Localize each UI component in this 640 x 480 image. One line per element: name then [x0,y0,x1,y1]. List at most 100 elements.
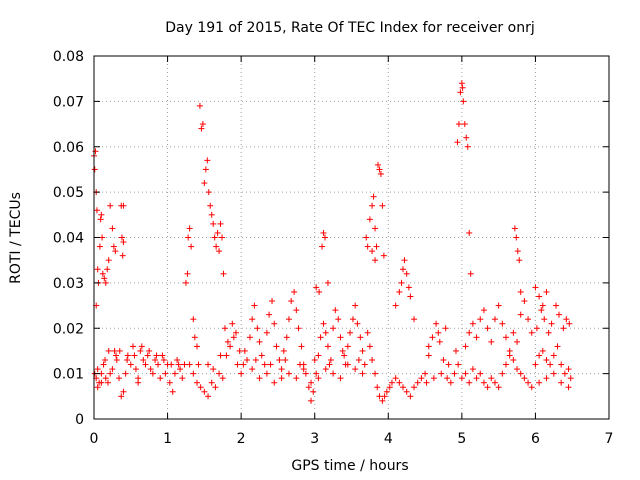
data-point [398,279,405,286]
data-point [230,334,237,341]
data-point [521,298,528,305]
data-point [153,352,160,359]
data-point [116,375,123,382]
data-point [377,170,384,177]
data-point [147,366,154,373]
data-point [220,270,227,277]
data-point [536,352,543,359]
data-point [112,248,119,255]
data-point [319,243,326,250]
data-point [422,370,429,377]
data-point [186,361,193,368]
data-point [197,384,204,391]
data-point [177,366,184,373]
data-point [236,347,243,354]
data-point [258,352,265,359]
axis-layer: 0 1 2 3 4 5 6 7 0 0.01 0.02 0.03 0.04 0.05 0.06 0.07 0.0… [53,49,614,447]
data-point [109,225,116,232]
data-point [285,370,292,377]
data-point [212,384,219,391]
x-tick-label: 7 [605,431,614,447]
data-point [369,248,376,255]
data-point [300,366,307,373]
data-point [451,370,458,377]
data-point [436,338,443,345]
data-point [433,320,440,327]
data-point [195,361,202,368]
data-point [118,234,125,241]
data-point [560,325,567,332]
data-point [162,370,169,377]
y-tick-label: 0.02 [53,321,84,337]
x-tick-label: 3 [310,431,319,447]
data-point [528,329,535,336]
data-point [330,325,337,332]
data-point [293,307,300,314]
data-point [210,220,217,227]
data-point [563,316,570,323]
data-point [99,234,106,241]
data-point [430,375,437,382]
data-point [484,384,491,391]
data-point [366,343,373,350]
data-point [565,366,572,373]
data-point [459,84,466,91]
data-point [295,325,302,332]
data-point [99,270,106,277]
data-point [539,347,546,354]
data-point [553,302,560,309]
data-point [157,375,164,382]
data-point [372,370,379,377]
data-point [285,316,292,323]
data-point [339,347,346,354]
data-point [186,225,193,232]
data-point [249,366,256,373]
y-axis-label: ROTI / TECUs [8,192,24,284]
data-point [558,361,565,368]
data-point [282,357,289,364]
data-point [181,361,188,368]
data-point [491,379,498,386]
data-point [407,293,414,300]
data-point [124,357,131,364]
data-point [216,248,223,255]
data-point [473,375,480,382]
data-point [196,102,203,109]
data-point [396,288,403,295]
data-point [495,384,502,391]
y-tick-label: 0.05 [53,185,84,201]
data-point [105,257,112,264]
data-point [541,316,548,323]
data-point [208,379,215,386]
data-point [188,243,195,250]
data-point [149,370,156,377]
data-point [469,320,476,327]
data-point [374,161,381,168]
x-tick-label: 2 [237,431,246,447]
data-point [379,202,386,209]
data-point [495,302,502,309]
data-point [244,357,251,364]
data-point [146,347,153,354]
data-point [152,357,159,364]
data-point [104,266,111,273]
data-point [131,352,138,359]
x-tick-label: 1 [163,431,172,447]
data-point [219,375,226,382]
data-point [201,388,208,395]
data-point [322,234,329,241]
data-point [302,370,309,377]
data-point [359,370,366,377]
x-axis-label: GPS time / hours [291,458,408,474]
data-point [352,302,359,309]
data-point [469,366,476,373]
data-point [207,202,214,209]
data-point [263,329,270,336]
data-point [93,207,100,214]
data-point [335,316,342,323]
data-point [297,361,303,368]
data-point [364,243,371,250]
data-point [547,361,554,368]
data-point [372,225,379,232]
